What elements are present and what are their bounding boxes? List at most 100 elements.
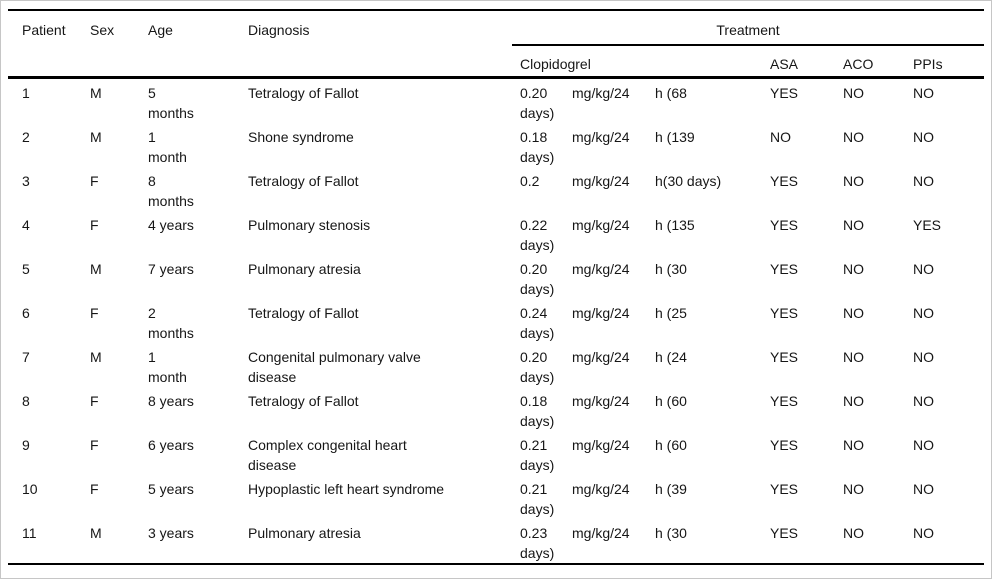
cell-ppis: YES [913, 216, 942, 233]
cell-age: 3 years [148, 524, 194, 541]
dose-value: 0.20 [520, 84, 548, 101]
dose-value: 0.18 [520, 392, 548, 409]
cell-age: 5 months [148, 84, 194, 121]
cell-asa: NO [770, 128, 791, 145]
cell-asa: YES [770, 480, 799, 497]
cell-aco: NO [843, 172, 864, 189]
cell-ppis: NO [913, 304, 934, 321]
cell-ppis: NO [913, 128, 934, 145]
cell-clopidogrel: 0.2 mg/kg/24 h(30 days) [512, 167, 762, 211]
cell-aco: NO [843, 216, 864, 233]
cell-clopidogrel: 0.20 mg/kg/24 h (30 days) [512, 255, 762, 299]
dose-duration: h (60 [655, 392, 687, 409]
dose-value: 0.18 [520, 128, 548, 145]
cell-patient: 8 [22, 392, 30, 409]
table-row: 6 F 2 months Tetralogy of Fallot 0.24 mg/… [8, 299, 984, 343]
cell-age: 5 years [148, 480, 194, 497]
dose-value: 0.2 [520, 172, 540, 189]
cell-patient: 11 [22, 524, 37, 541]
header-row-sub: Clopidogrel ASA ACO PPIs [8, 45, 985, 79]
patients-treatment-table: Patient Sex Age Diagnosis Treatment Clop… [8, 9, 985, 565]
dose-unit: mg/kg/24 [572, 84, 630, 101]
cell-ppis: NO [913, 392, 934, 409]
cell-asa: YES [770, 216, 799, 233]
cell-ppis: NO [913, 172, 934, 189]
table-row: 2 M 1 month Shone syndrome 0.18 mg/kg/24 h… [8, 123, 984, 167]
dose-duration: h (24 [655, 348, 687, 365]
cell-aco: NO [843, 392, 864, 409]
col-header-patient: Patient [8, 10, 90, 79]
cell-clopidogrel: 0.20 mg/kg/24 h (24 days) [512, 343, 762, 387]
dose-duration: h (139 [655, 128, 695, 145]
dose-unit: mg/kg/24 [572, 260, 630, 277]
cell-asa: YES [770, 304, 799, 321]
dose-duration-cont: days) [520, 544, 555, 561]
dose-duration: h (30 [655, 524, 687, 541]
cell-sex: M [90, 260, 102, 277]
table-row: 9 F 6 years Complex congenital heart dis… [8, 431, 984, 475]
dose-duration: h (135 [655, 216, 695, 233]
cell-asa: YES [770, 436, 799, 453]
dose-line: 0.21 mg/kg/24 h (60 [520, 435, 762, 455]
cell-asa: YES [770, 260, 799, 277]
cell-aco: NO [843, 524, 864, 541]
cell-aco: NO [843, 480, 864, 497]
cell-sex: F [90, 304, 99, 321]
cell-sex: M [90, 348, 102, 365]
dose-duration: h (39 [655, 480, 687, 497]
cell-diagnosis: Tetralogy of Fallot [248, 172, 359, 189]
dose-value: 0.20 [520, 260, 548, 277]
dose-duration-cont: days) [520, 236, 555, 253]
cell-aco: NO [843, 84, 864, 101]
col-header-asa: ASA [762, 45, 835, 79]
cell-aco: NO [843, 348, 864, 365]
cell-sex: F [90, 172, 99, 189]
dose-duration-cont: days) [520, 148, 555, 165]
cell-aco: NO [843, 260, 864, 277]
dose-line: 0.20 mg/kg/24 h (30 [520, 259, 762, 279]
dose-duration-cont: days) [520, 368, 555, 385]
cell-patient: 3 [22, 172, 30, 189]
cell-age: 2 months [148, 304, 194, 341]
cell-clopidogrel: 0.18 mg/kg/24 h (139 days) [512, 123, 762, 167]
cell-patient: 4 [22, 216, 30, 233]
cell-sex: F [90, 216, 99, 233]
table-row: 3 F 8 months Tetralogy of Fallot 0.2 mg/k… [8, 167, 984, 211]
dose-value: 0.22 [520, 216, 548, 233]
table-row: 1 M 5 months Tetralogy of Fallot 0.20 mg/… [8, 77, 984, 123]
cell-age: 1 month [148, 128, 187, 165]
col-header-sex: Sex [90, 10, 148, 79]
dose-unit: mg/kg/24 [572, 348, 630, 365]
dose-unit: mg/kg/24 [572, 216, 630, 233]
dose-line: 0.2 mg/kg/24 h(30 days) [520, 171, 762, 191]
col-header-aco: ACO [835, 45, 905, 79]
cell-age: 1 month [148, 348, 187, 385]
cell-diagnosis: Pulmonary atresia [248, 524, 361, 541]
cell-sex: F [90, 480, 99, 497]
cell-aco: NO [843, 128, 864, 145]
dose-line: 0.20 mg/kg/24 h (24 [520, 347, 762, 367]
cell-ppis: NO [913, 436, 934, 453]
dose-value: 0.21 [520, 436, 548, 453]
cell-clopidogrel: 0.21 mg/kg/24 h (60 days) [512, 431, 762, 475]
cell-patient: 10 [22, 480, 38, 497]
cell-diagnosis: Tetralogy of Fallot [248, 392, 359, 409]
dose-duration-cont: days) [520, 412, 555, 429]
dose-duration-cont: days) [520, 280, 555, 297]
cell-asa: YES [770, 172, 799, 189]
dose-value: 0.24 [520, 304, 548, 321]
cell-ppis: NO [913, 348, 934, 365]
cell-patient: 1 [22, 84, 30, 101]
dose-duration-cont: days) [520, 500, 555, 517]
cell-asa: YES [770, 392, 799, 409]
dose-unit: mg/kg/24 [572, 480, 630, 497]
dose-line: 0.24 mg/kg/24 h (25 [520, 303, 762, 323]
table-row: 7 M 1 month Congenital pulmonary valve d… [8, 343, 984, 387]
dose-duration-cont: days) [520, 104, 555, 121]
dose-duration: h (30 [655, 260, 687, 277]
cell-sex: M [90, 524, 102, 541]
dose-duration: h (60 [655, 436, 687, 453]
cell-aco: NO [843, 304, 864, 321]
cell-ppis: NO [913, 480, 934, 497]
